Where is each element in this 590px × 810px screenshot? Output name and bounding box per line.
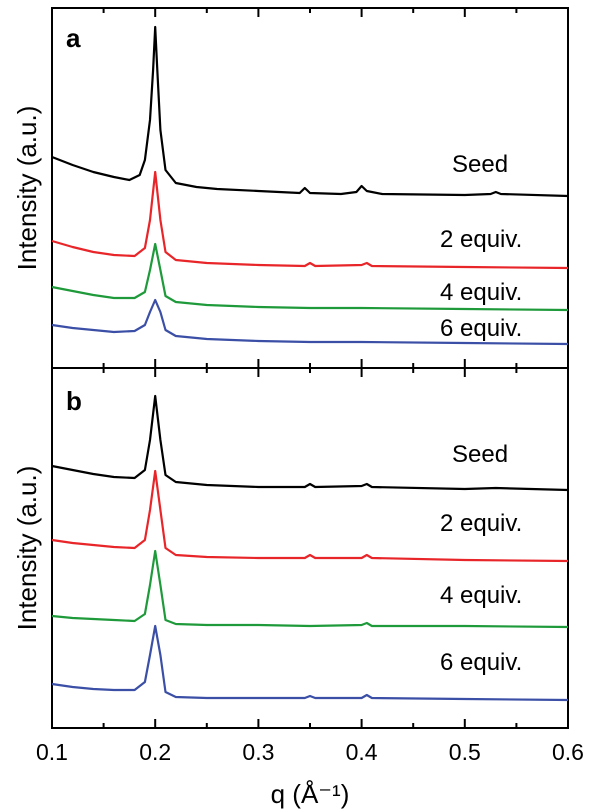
panel-a-series-2-equiv [51,170,569,270]
panel-b-series-4-equiv [51,549,569,629]
panel-b-series-seed [51,394,569,492]
panel-a-series-4-equiv [51,242,569,312]
panel-a-letter: a [66,23,81,53]
panel-a-series-label: 6 equiv. [440,315,522,342]
x-tick-label: 0.6 [552,739,584,765]
x-tick-label: 0.1 [36,739,68,765]
x-axis-title: q (Å⁻¹) [271,779,350,809]
panel-a-ylabel: Intensity (a.u.) [12,106,42,271]
panel-a-series-label: Seed [452,151,508,178]
x-tick-label: 0.3 [242,739,274,765]
x-tick-label: 0.4 [346,739,378,765]
panel-b-series-label: Seed [452,441,508,468]
panel-a-frame [51,7,569,369]
panel-b-series-6-equiv [51,624,569,702]
panel-b-series-label: 4 equiv. [440,582,522,609]
panel-b-series-label: 6 equiv. [440,649,522,676]
x-tick-label: 0.5 [449,739,481,765]
panel-b-series-2-equiv [51,469,569,563]
panel-b-letter: b [66,386,82,416]
panel-a-series-seed [51,25,569,198]
panel-a-series-6-equiv [51,298,569,346]
panel-a-series-label: 2 equiv. [440,226,522,253]
panel-a-series-label: 4 equiv. [440,279,522,306]
x-tick-label: 0.2 [139,739,171,765]
panel-b-series-label: 2 equiv. [440,510,522,537]
panel-b-ylabel: Intensity (a.u.) [12,466,42,631]
